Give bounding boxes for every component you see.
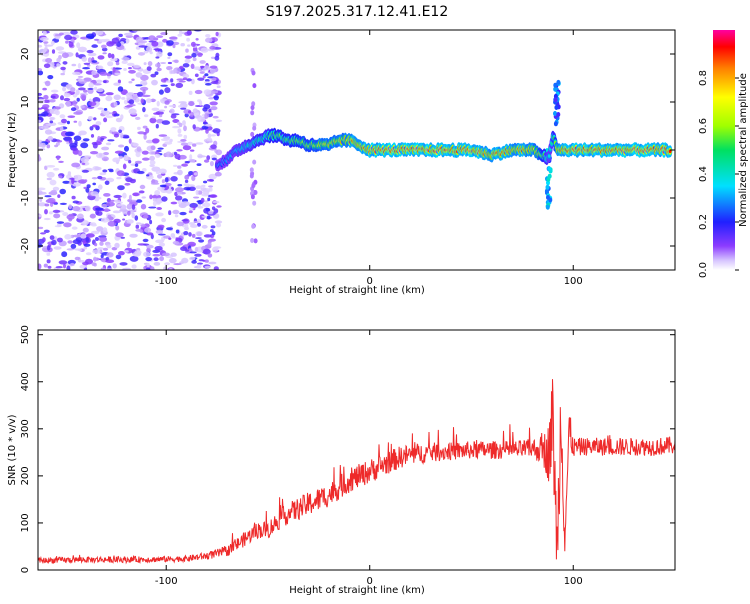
colorbar-tick-label: 0.8 — [698, 70, 709, 86]
snr-ytick-label: 500 — [20, 325, 31, 344]
snr-xlabel: Height of straight line (km) — [289, 585, 425, 596]
figure-title: S197.2025.317.12.41.E12 — [266, 4, 449, 20]
spec-ytick-label: -20 — [20, 238, 31, 254]
spec-xtick-label: 100 — [564, 276, 583, 287]
snr-xtick-label: -100 — [155, 576, 178, 587]
noise-speckles — [38, 30, 223, 270]
spec-ytick-label: 10 — [20, 96, 31, 109]
colorbar: 0.0 0.2 0.4 0.6 0.8 Normalized spectral ampl… — [698, 30, 749, 278]
snr-panel: -100 0 100 0 100 200 300 400 500 Height of strai… — [7, 325, 676, 596]
colorbar-tick-label: 0.0 — [698, 262, 709, 278]
snr-series-line — [38, 379, 675, 565]
colorbar-label: Normalized spectral amplitude — [738, 73, 749, 227]
colorbar-ticks: 0.0 0.2 0.4 0.6 0.8 — [698, 70, 739, 278]
snr-plot — [38, 379, 675, 565]
spectrogram-image — [38, 30, 673, 270]
spike-0 — [249, 67, 258, 244]
ridge — [214, 127, 673, 172]
snr-xtick-label: 0 — [367, 576, 373, 587]
colorbar-gradient — [713, 30, 735, 270]
snr-ytick-label: 200 — [20, 466, 31, 485]
spec-xtick-label: 0 — [367, 276, 373, 287]
snr-ytick-label: 100 — [20, 513, 31, 532]
spectrogram-ylabel: Frequency (Hz) — [7, 112, 18, 188]
snr-ytick-label: 300 — [20, 419, 31, 438]
spectrogram-xlabel: Height of straight line (km) — [289, 285, 425, 296]
colorbar-tick-label: 0.4 — [698, 166, 709, 182]
spec-ytick-label: 20 — [20, 48, 31, 61]
snr-ticks: -100 0 100 0 100 200 300 400 500 — [20, 325, 675, 587]
snr-xtick-label: 100 — [564, 576, 583, 587]
colorbar-tick-label: 0.6 — [698, 118, 709, 134]
snr-ylabel: SNR (10 * v/v) — [7, 414, 18, 485]
spec-ytick-label: -10 — [20, 190, 31, 206]
colorbar-tick-label: 0.2 — [698, 214, 709, 230]
snr-frame — [37, 329, 676, 571]
snr-ytick-label: 0 — [20, 567, 31, 573]
spec-ytick-label: 0 — [20, 147, 31, 153]
spec-xtick-label: -100 — [155, 276, 178, 287]
snr-ytick-label: 400 — [20, 372, 31, 391]
